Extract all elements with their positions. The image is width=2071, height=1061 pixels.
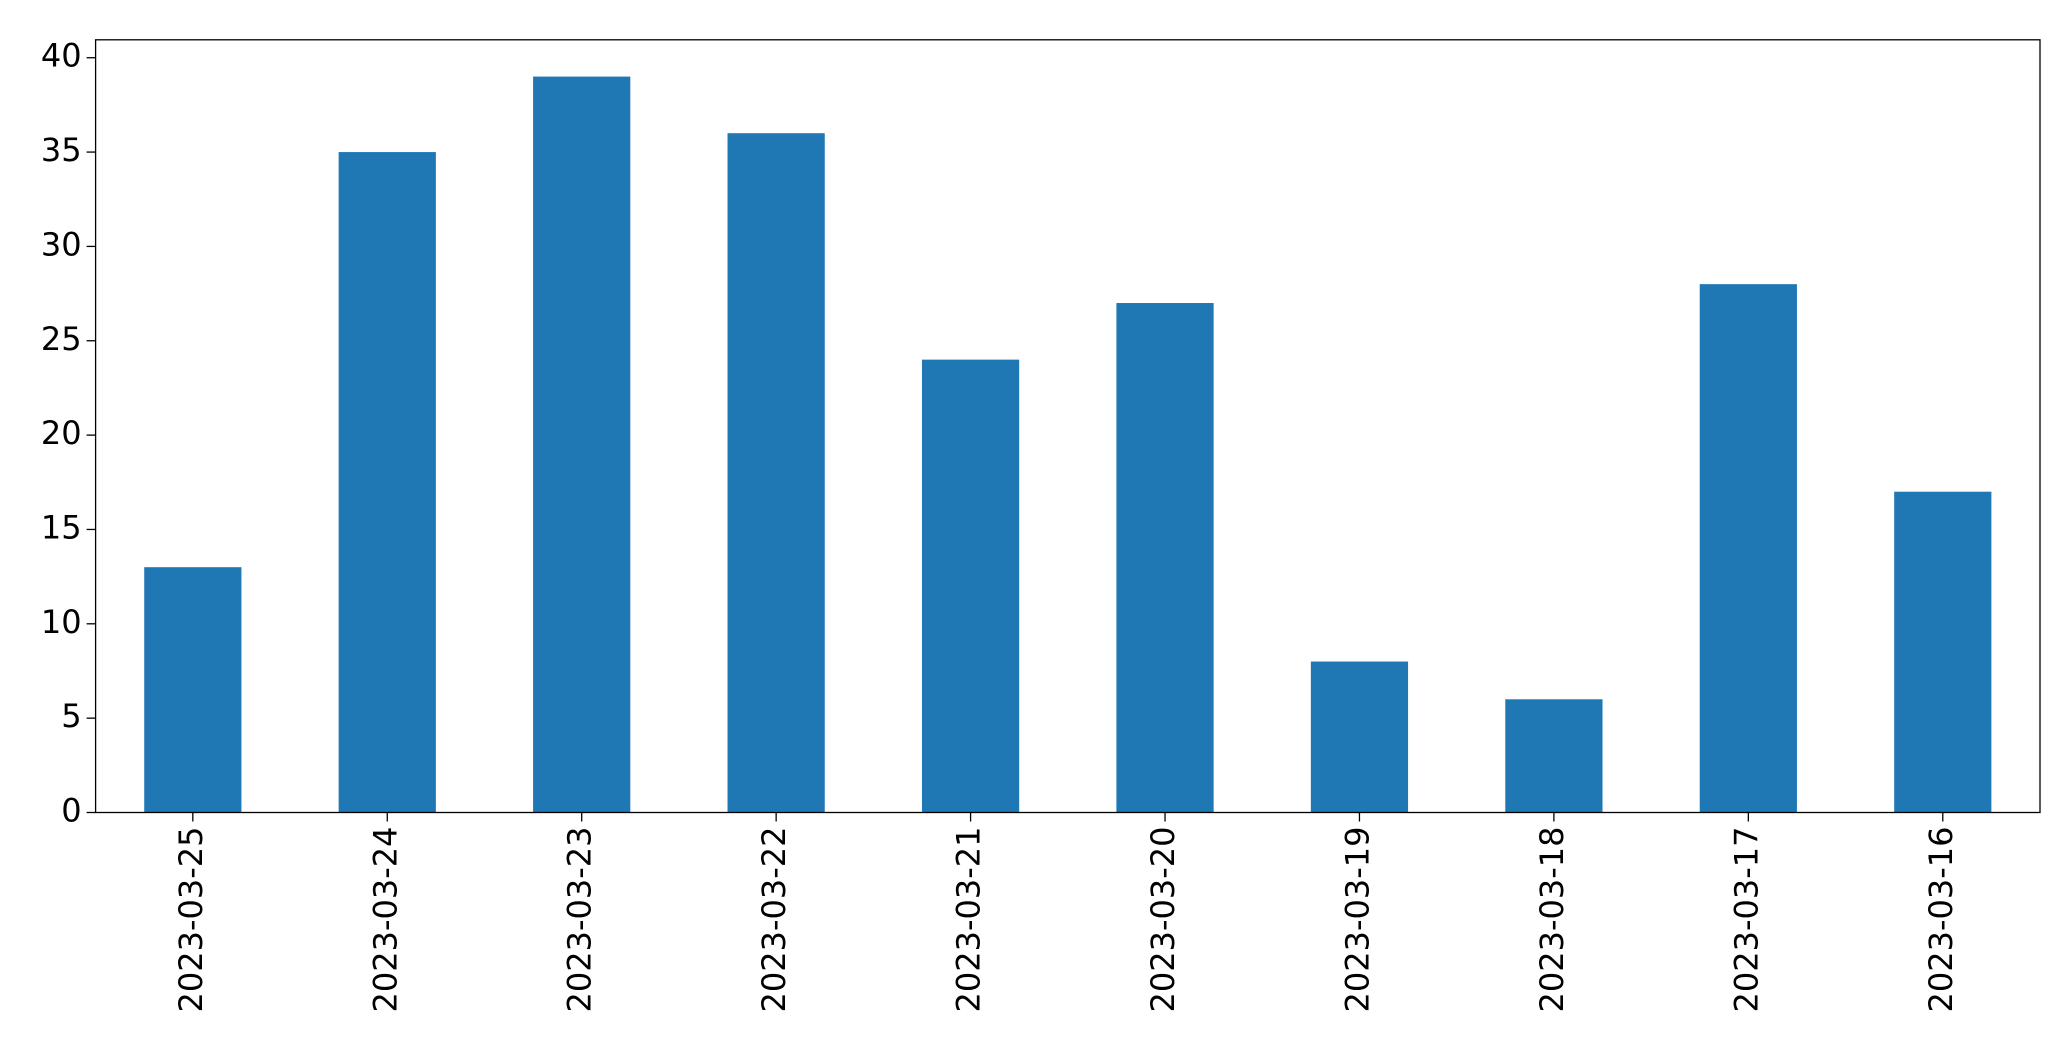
y-tick-label: 15 [41, 508, 82, 546]
x-tick-label: 2023-03-17 [1727, 827, 1765, 1013]
x-tick-label: 2023-03-23 [561, 827, 599, 1013]
bar [338, 152, 436, 813]
bar [1894, 491, 1992, 813]
y-tick-label: 25 [41, 320, 82, 358]
y-tick-label: 0 [61, 792, 81, 830]
bar [1116, 303, 1214, 813]
y-tick-label: 35 [41, 131, 82, 169]
x-tick-label: 2023-03-19 [1338, 827, 1376, 1013]
x-tick-label: 2023-03-21 [950, 827, 988, 1013]
x-tick-label: 2023-03-20 [1144, 827, 1182, 1013]
x-tick-label: 2023-03-22 [755, 827, 793, 1013]
bar [533, 76, 631, 813]
axes-frame [94, 39, 2041, 814]
bar [921, 359, 1020, 813]
x-tick-label: 2023-03-24 [366, 827, 404, 1013]
bar [1505, 699, 1603, 813]
x-tick-label: 2023-03-16 [1922, 827, 1960, 1013]
y-tick-label: 30 [41, 225, 82, 263]
y-tick-label: 5 [61, 697, 81, 735]
y-tick-label: 40 [41, 37, 82, 75]
bar [1310, 661, 1409, 813]
bar [1699, 284, 1797, 813]
y-tick-label: 20 [41, 414, 82, 452]
x-tick-label: 2023-03-18 [1533, 827, 1571, 1013]
y-tick-label: 10 [41, 603, 82, 641]
bar [727, 133, 825, 813]
x-tick-label: 2023-03-25 [172, 827, 210, 1013]
bar [144, 567, 242, 813]
